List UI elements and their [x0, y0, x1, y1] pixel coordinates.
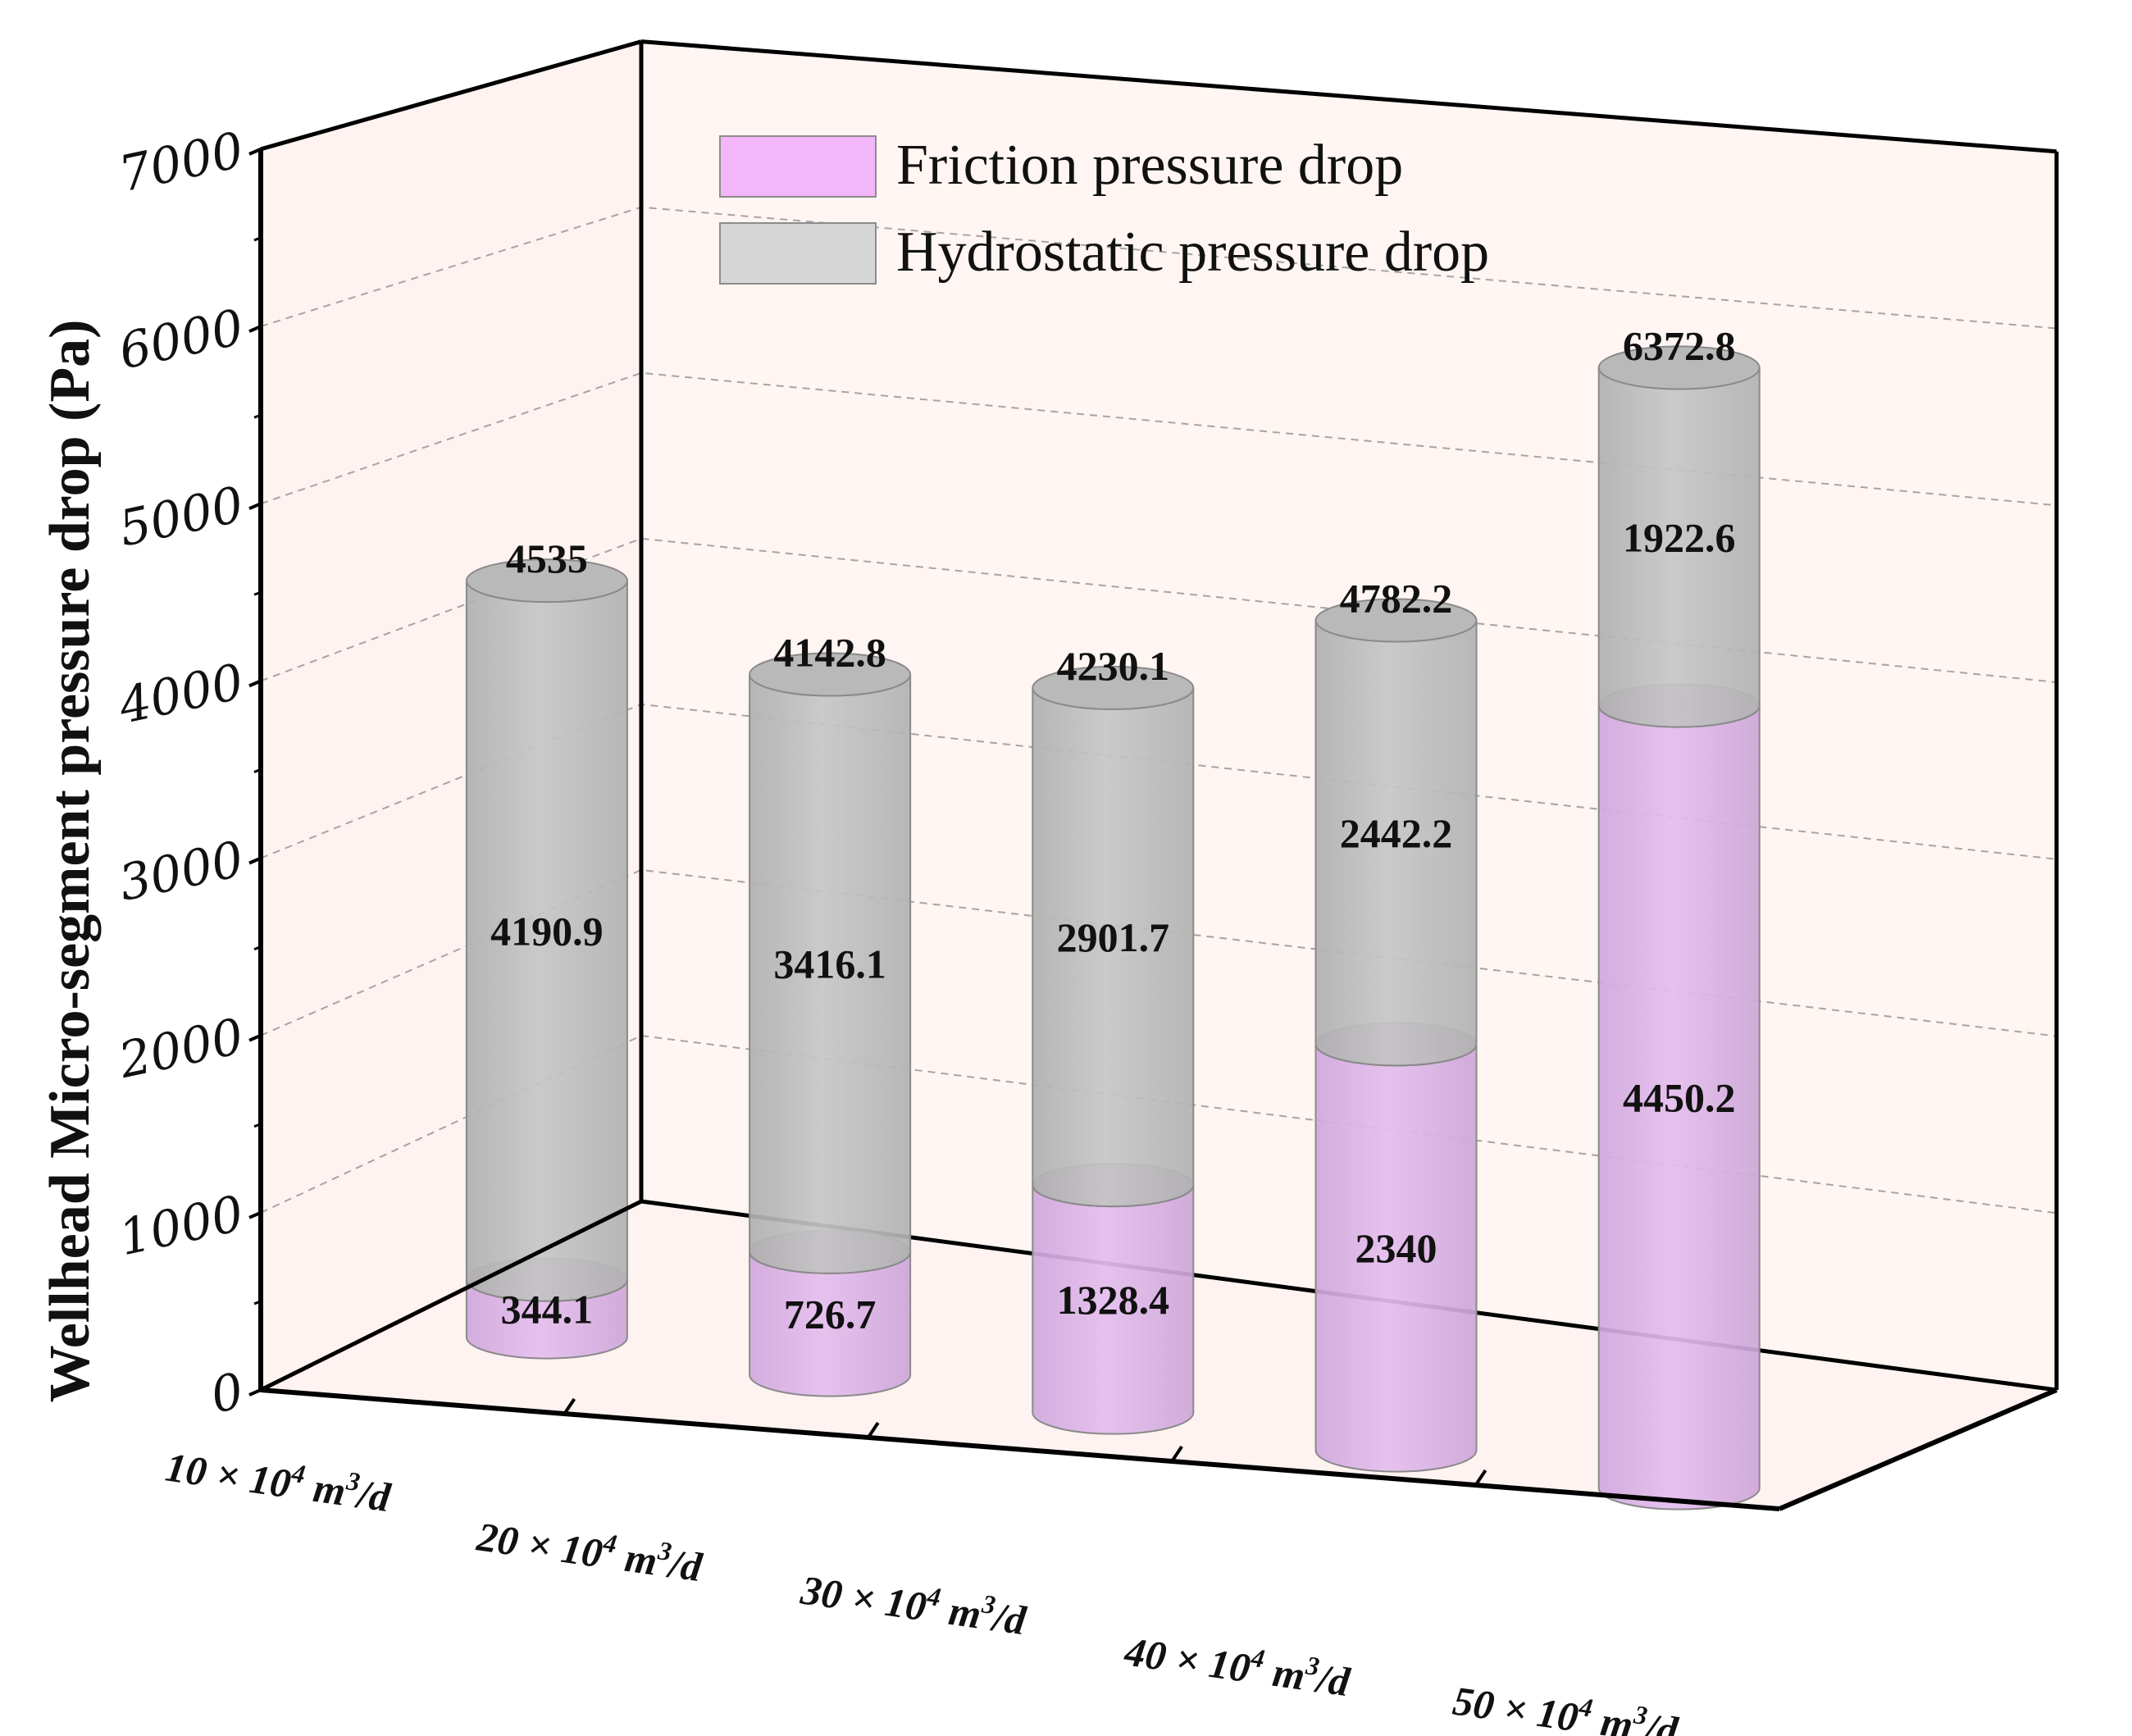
total-value-label: 4535: [506, 535, 588, 581]
label-part: m: [300, 1463, 348, 1515]
total-value-label: 6372.8: [1623, 322, 1736, 368]
y-tick: [248, 856, 262, 865]
floor-right-edge: [1778, 1387, 2058, 1511]
superscript: 4: [1577, 1692, 1595, 1723]
top-left-edge: [260, 39, 642, 152]
y-tick-label: 6000: [114, 298, 248, 380]
friction-value-label: 726.7: [784, 1292, 877, 1337]
x-category-label: 40 × 104 m3/d: [1121, 1624, 1353, 1705]
superscript: 3: [344, 1465, 362, 1497]
total-value-label: 4230.1: [1057, 643, 1170, 689]
x-tick: [563, 1397, 576, 1415]
y-tick-label: 7000: [114, 121, 248, 203]
y-axis-ticks: 0 1000 2000 3000 4000 5000 6000 7000: [113, 121, 262, 1425]
y-tick: [248, 148, 262, 156]
label-part: m: [1260, 1647, 1308, 1699]
superscript: 3: [980, 1588, 998, 1620]
legend-swatch: [719, 222, 877, 285]
superscript: 3: [656, 1535, 674, 1566]
y-axis-title: Wellhead Micro-segment pressure drop (Pa…: [39, 320, 102, 1403]
x-tick: [1170, 1445, 1183, 1463]
total-value-label: 4782.2: [1340, 575, 1453, 621]
gridline: [260, 371, 2057, 507]
label-part: 40 × 10: [1121, 1628, 1253, 1691]
hydrostatic-value-label: 2901.7: [1057, 914, 1170, 960]
hydrostatic-bar: [1032, 665, 1195, 1208]
y-minor-tick: [253, 945, 262, 951]
y-minor-tick: [253, 1300, 262, 1305]
friction-value-label: 2340: [1355, 1225, 1437, 1271]
x-axis-line: [260, 1387, 1780, 1511]
y-tick: [248, 1211, 262, 1219]
y-minor-tick: [253, 768, 262, 773]
hydrostatic-value-label: 3416.1: [773, 941, 886, 987]
superscript: 4: [1249, 1643, 1267, 1674]
data-labels: 344.1 4190.9 4535 726.7 3416.1 4142.8 1328.4 29…: [490, 322, 1735, 1337]
cylinder-top: [1032, 665, 1195, 710]
y-tick: [248, 325, 262, 333]
hydrostatic-value-label: 1922.6: [1623, 514, 1736, 560]
x-category-label: 50 × 104 m3/d: [1450, 1674, 1681, 1736]
friction-value-label: 4450.2: [1623, 1075, 1736, 1121]
y-tick-label: 0: [206, 1362, 248, 1424]
label-part: 50 × 10: [1450, 1677, 1581, 1736]
bars: [465, 345, 1761, 1510]
x-tick: [867, 1421, 880, 1439]
y-minor-tick: [253, 590, 262, 596]
cylinder-top: [465, 558, 628, 604]
y-tick: [248, 1033, 262, 1042]
legend-label: Hydrostatic pressure drop: [896, 221, 1489, 284]
gridline: [260, 1034, 2057, 1214]
hydrostatic-value-label: 4190.9: [490, 908, 604, 954]
label-part: m: [936, 1586, 984, 1638]
superscript: 3: [1304, 1650, 1322, 1681]
label-part: 30 × 10: [797, 1566, 929, 1629]
y-tick: [248, 502, 262, 511]
friction-value-label: 1328.4: [1057, 1277, 1170, 1323]
y-tick: [248, 1388, 262, 1397]
back-top-edge: [640, 39, 2057, 154]
superscript: 4: [289, 1458, 308, 1489]
gridline: [260, 537, 2057, 683]
superscript: 3: [1632, 1699, 1650, 1730]
label-part: m: [612, 1533, 660, 1584]
cylinder-top: [1314, 598, 1478, 643]
hydrostatic-bar: [465, 558, 628, 1302]
y-tick-label: 2000: [113, 1008, 248, 1090]
legend: Friction pressure drop Hydrostatic pressu…: [719, 134, 1489, 285]
label-part: m: [1588, 1697, 1636, 1736]
y-minor-tick: [253, 413, 262, 419]
x-category-label: 30 × 104 m3/d: [797, 1563, 1029, 1643]
y-tick-label: 5000: [114, 476, 248, 558]
hydrostatic-value-label: 2442.2: [1340, 810, 1453, 856]
y-tick: [248, 679, 262, 688]
hydrostatic-bar: [749, 652, 912, 1274]
hydrostatic-bar: [1314, 598, 1478, 1067]
x-tick: [1474, 1469, 1487, 1487]
superscript: 4: [601, 1528, 619, 1559]
x-category-label: 20 × 104 m3/d: [473, 1510, 705, 1590]
floor-left-edge: [259, 1199, 643, 1392]
label-part: 10 × 10: [162, 1443, 294, 1506]
superscript: 4: [925, 1581, 943, 1612]
y-minor-tick: [253, 1123, 262, 1128]
x-category-label: 10 × 104 m3/d: [162, 1440, 394, 1520]
label-part: 20 × 10: [473, 1513, 605, 1576]
y-tick-label: 3000: [114, 831, 248, 913]
hydrostatic-bar: [1597, 345, 1761, 728]
y-minor-tick: [253, 236, 262, 242]
total-value-label: 4142.8: [773, 630, 886, 676]
cylinder-top: [1597, 345, 1761, 390]
y-tick-label: 4000: [113, 654, 248, 736]
legend-swatch: [719, 135, 877, 198]
friction-value-label: 344.1: [501, 1287, 594, 1333]
legend-label: Friction pressure drop: [896, 134, 1403, 197]
cylinder-top: [749, 652, 912, 697]
gridline: [260, 868, 2057, 1037]
y-tick-label: 1000: [114, 1185, 248, 1267]
